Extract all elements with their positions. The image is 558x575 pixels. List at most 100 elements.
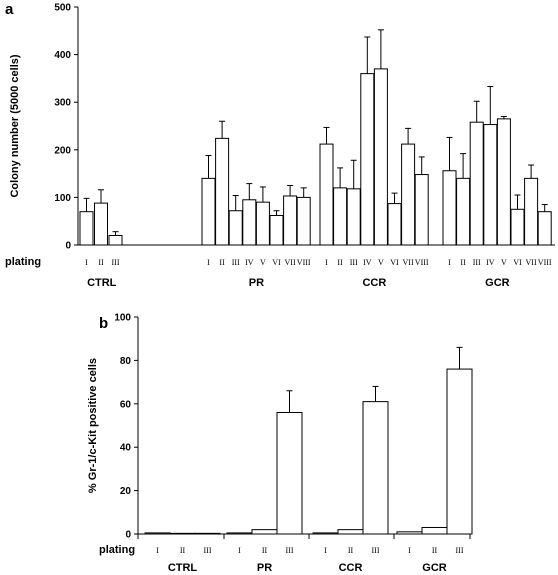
panel-a-bar-gcr-5: [510, 208, 525, 246]
panel-a-bar-gcr-2: [469, 121, 484, 246]
panel-a-bar-ccr-6: [401, 143, 416, 246]
panel-a-plating-pr-2: III: [232, 258, 240, 267]
panel-a-plating-pr-5: VI: [272, 258, 281, 267]
panel-b-ytick-label-1: 20: [120, 486, 132, 497]
panel-a-plating-ctrl-1: II: [98, 258, 104, 267]
panel-b-y-axis-label: % Gr-1/c-Kit positive cells: [87, 358, 99, 493]
panel-a-plating-gcr-4: V: [501, 258, 507, 267]
panel-b-bar-ctrl-2: [194, 532, 221, 535]
panel-a-bar-gcr-0: [442, 170, 457, 246]
panel-b-plating-pr-1: II: [262, 546, 268, 555]
panel-a-bar-pr-4: [255, 201, 270, 246]
panel-a-plating-gcr-2: III: [473, 258, 481, 267]
panel-a-bar-gcr-1: [456, 177, 471, 246]
panel-b-bar-pr-0: [226, 532, 253, 535]
panel-a-plating-ccr-2: III: [350, 258, 358, 267]
panel-a-group-label-pr: PR: [249, 277, 264, 289]
panel-a-plating-ccr-3: IV: [363, 258, 372, 267]
panel-a-plating-gcr-5: VI: [513, 258, 522, 267]
panel-a-bar-gcr-6: [524, 177, 539, 246]
panel-b-plating-ctrl-2: III: [204, 546, 212, 555]
panel-b-plating-ccr-0: I: [324, 546, 327, 555]
panel-b-ytick-label-4: 80: [120, 356, 132, 367]
panel-b-bar-gcr-0: [396, 531, 423, 535]
panel-a-plating-ccr-4: V: [378, 258, 384, 267]
panel-a-plating-ccr-0: I: [325, 258, 328, 267]
panel-b-group-label-ctrl: CTRL: [168, 562, 198, 574]
panel-a-plating-pr-4: V: [260, 258, 266, 267]
panel-b-plating-label: plating: [99, 544, 135, 556]
panel-b-plating-pr-0: I: [238, 546, 241, 555]
panel-a-plating-label: plating: [5, 256, 41, 268]
panel-b-ytick-label-5: 100: [114, 313, 131, 324]
panel-a-group-label-ccr: CCR: [362, 277, 386, 289]
panel-a-bar-ctrl-2: [108, 234, 123, 246]
panel-a-bar-pr-3: [242, 199, 257, 246]
panel-a-plating-gcr-6: VII: [526, 258, 537, 267]
panel-a-bar-pr-0: [201, 177, 216, 246]
panel-a-bar-ccr-2: [346, 188, 361, 246]
panel-a-ytick-label-0: 0: [65, 241, 71, 252]
panel-a-bar-ccr-0: [319, 143, 334, 246]
panel-b-group-label-gcr: GCR: [422, 562, 447, 574]
panel-a-bar-gcr-4: [496, 118, 511, 246]
panel-a-bar-gcr-3: [483, 124, 498, 246]
panel-a-bar-ctrl-0: [79, 211, 94, 246]
panel-a-plating-ccr-1: II: [337, 258, 343, 267]
panel-a-group-label-ctrl: CTRL: [87, 277, 117, 289]
panel-b-bar-pr-2: [276, 411, 303, 535]
panel-a-plating-ccr-5: VI: [390, 258, 399, 267]
panel-b-bar-ctrl-0: [144, 532, 171, 535]
panel-a-ytick-label-2: 200: [54, 145, 71, 156]
panel-b-group-label-ccr: CCR: [339, 562, 363, 574]
panel-b-plating-ccr-2: III: [372, 546, 380, 555]
panel-b-bar-ccr-1: [337, 529, 364, 535]
panel-a-plating-pr-0: I: [207, 258, 210, 267]
panel-b-plating-ctrl-1: II: [180, 546, 186, 555]
panel-a-bar-ctrl-1: [94, 202, 108, 246]
panel-a-plating-pr-7: VIII: [297, 258, 311, 267]
panel-a-plating-gcr-0: I: [448, 258, 451, 267]
panel-b-plating-gcr-0: I: [408, 546, 411, 555]
panel-b-letter: b: [99, 315, 108, 332]
panel-a-bar-pr-1: [215, 137, 230, 246]
panel-b-bar-ctrl-1: [169, 532, 196, 535]
panel-b-plating-gcr-2: III: [456, 546, 464, 555]
panel-a-bar-gcr-7: [537, 211, 552, 246]
panel-a-bar-pr-2: [228, 210, 243, 246]
panel-b-bar-ccr-0: [312, 532, 339, 535]
panel-a-bar-ccr-1: [333, 187, 348, 246]
panel-a-plating-pr-3: IV: [245, 258, 254, 267]
panel-a-ytick-label-3: 300: [54, 98, 71, 109]
panel-a-ytick-label-1: 100: [54, 193, 71, 204]
panel-a-bar-pr-5: [269, 214, 284, 246]
panel-b-ytick-label-0: 0: [125, 530, 131, 541]
panel-a-bar-pr-6: [283, 195, 298, 246]
panel-a-plating-ccr-6: VII: [403, 258, 414, 267]
panel-b-ytick-label-2: 40: [120, 443, 132, 454]
panel-b-bar-gcr-1: [421, 526, 448, 535]
panel-a-y-axis-label: Colony number (5000 cells): [9, 54, 21, 197]
panel-b-plating-pr-2: III: [286, 546, 294, 555]
panel-b-plating-ctrl-0: I: [156, 546, 159, 555]
panel-a-group-label-gcr: GCR: [485, 277, 510, 289]
panel-a-letter: a: [5, 1, 14, 18]
panel-a-bar-ccr-5: [387, 203, 402, 246]
panel-a-plating-ctrl-2: III: [112, 258, 120, 267]
panel-b-bar-gcr-2: [446, 368, 473, 535]
panel-a-bar-pr-7: [296, 196, 311, 246]
panel-b-plating-ccr-1: II: [348, 546, 354, 555]
panel-a-bar-ccr-7: [414, 174, 429, 246]
panel-a-ytick-label-5: 500: [54, 3, 71, 14]
panel-a-bar-ccr-4: [373, 68, 388, 246]
panel-b-plating-gcr-1: II: [432, 546, 438, 555]
panel-b-bar-pr-1: [251, 529, 278, 535]
panel-a-plating-ctrl-0: I: [85, 258, 88, 267]
panel-a-plating-gcr-3: IV: [486, 258, 495, 267]
panel-a-bar-ccr-3: [360, 73, 375, 246]
panel-a-plating-ccr-7: VIII: [415, 258, 429, 267]
panel-a-ytick-label-4: 400: [54, 50, 71, 61]
panel-b-bar-ccr-2: [362, 401, 389, 535]
panel-a-plating-gcr-7: VIII: [538, 258, 552, 267]
